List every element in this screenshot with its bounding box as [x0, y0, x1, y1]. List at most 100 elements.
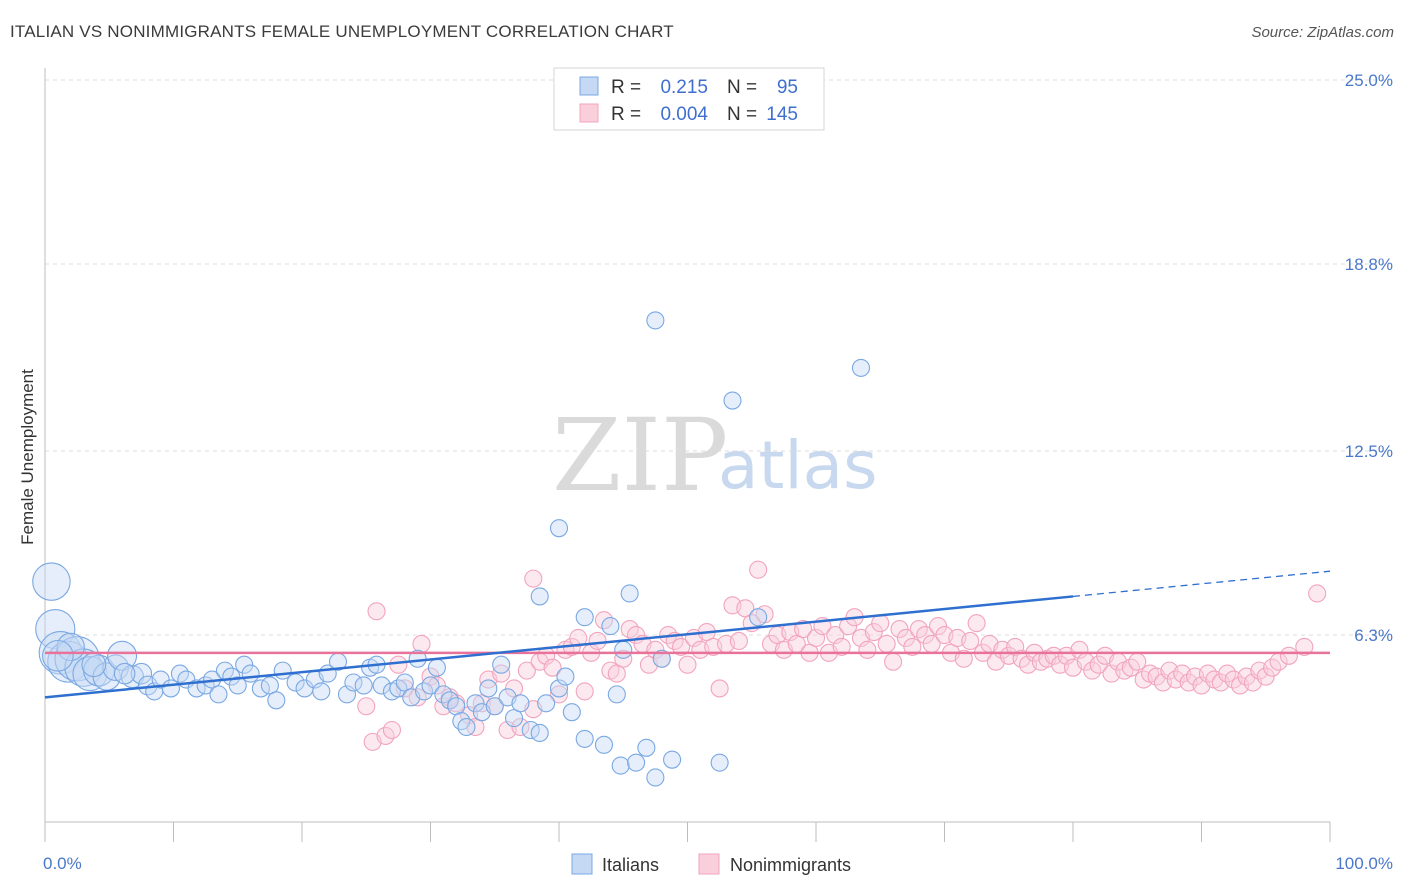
- nonimmigrants-points: [357, 560, 1327, 751]
- legend-nonimmigrants-swatch: [579, 103, 599, 123]
- y-tick-label: 12.5%: [1345, 442, 1393, 461]
- nonimmigrants-point: [646, 640, 665, 659]
- nonimmigrants-point: [517, 661, 536, 680]
- italians-point: [107, 640, 138, 671]
- bottom-legend-italians-swatch: [571, 853, 593, 875]
- italians-point: [575, 608, 594, 627]
- legend-nonimmigrants-n-value: 145: [766, 104, 798, 125]
- nonimmigrants-point: [1070, 640, 1089, 659]
- italians-point: [485, 697, 504, 716]
- correlation-legend: R = 0.215 N = 95 R = 0.004 N = 145: [553, 67, 825, 131]
- nonimmigrants-point: [832, 637, 851, 656]
- bottom-legend-italians-label: Italians: [602, 855, 659, 875]
- nonimmigrants-point: [543, 658, 562, 677]
- legend-box: [553, 67, 825, 131]
- nonimmigrants-point: [1089, 655, 1108, 674]
- nonimmigrants-point: [871, 614, 890, 633]
- italians-point: [113, 662, 136, 685]
- italians-point: [530, 587, 549, 606]
- italians-point: [479, 679, 498, 698]
- nonimmigrants-point: [806, 628, 826, 648]
- nonimmigrants-point: [961, 631, 980, 651]
- y-axis-title: Female Unemployment: [18, 369, 37, 545]
- nonimmigrants-point: [877, 634, 896, 653]
- italians-point: [267, 691, 286, 710]
- legend-nonimmigrants-r-label: R =: [611, 104, 641, 125]
- bottom-legend-nonimmigrants-label: Nonimmigrants: [730, 855, 851, 875]
- italians-trend-line: [44, 595, 1074, 699]
- x-tick-label: 100.0%: [1335, 854, 1393, 873]
- italians-point: [594, 735, 614, 754]
- nonimmigrants-point: [357, 697, 376, 716]
- nonimmigrants-point: [967, 614, 986, 633]
- legend-italians-n-value: 95: [777, 77, 798, 98]
- italians-point: [337, 685, 357, 704]
- italians-point: [601, 617, 620, 636]
- series-legend: Italians Nonimmigrants: [571, 853, 851, 875]
- nonimmigrants-point: [569, 628, 588, 648]
- italians-point: [637, 738, 656, 757]
- nonimmigrants-point: [916, 625, 935, 645]
- nonimmigrants-point: [710, 679, 729, 698]
- nonimmigrants-point: [929, 617, 948, 636]
- nonimmigrants-point: [794, 620, 813, 639]
- italians-point: [452, 712, 471, 731]
- italians-point: [427, 658, 446, 677]
- nonimmigrants-point: [678, 655, 697, 674]
- italians-point: [466, 694, 485, 713]
- italians-point: [41, 639, 74, 672]
- nonimmigrants-point: [367, 602, 386, 621]
- nonimmigrants-point: [903, 637, 922, 656]
- trend-lines: [44, 570, 1331, 699]
- italians-point: [562, 703, 581, 722]
- nonimmigrants-point: [1308, 584, 1327, 603]
- italians-point: [130, 662, 153, 685]
- italians-point: [646, 768, 665, 787]
- nonimmigrants-point: [954, 649, 973, 668]
- bottom-legend-nonimmigrants-swatch: [698, 853, 720, 875]
- chart-title: ITALIAN VS NONIMMIGRANTS FEMALE UNEMPLOY…: [10, 22, 674, 41]
- italians-point: [723, 391, 742, 410]
- italians-point: [851, 358, 871, 377]
- italians-point: [222, 667, 241, 686]
- y-tick-label: 6.3%: [1354, 626, 1393, 645]
- nonimmigrants-point: [890, 620, 909, 639]
- nonimmigrants-point: [1044, 646, 1063, 665]
- nonimmigrants-point: [389, 655, 408, 674]
- italians-point: [607, 685, 626, 704]
- nonimmigrants-point: [1279, 646, 1298, 665]
- italians-point: [209, 685, 228, 704]
- italians-point: [228, 676, 247, 695]
- italians-point: [344, 673, 363, 692]
- legend-italians-r-value: 0.215: [660, 77, 708, 98]
- italians-trend-extension: [1072, 570, 1331, 598]
- italians-point: [556, 667, 575, 686]
- nonimmigrants-point: [896, 628, 916, 648]
- italians-point: [549, 519, 569, 538]
- nonimmigrants-point: [1256, 667, 1275, 686]
- italians-point: [81, 652, 107, 678]
- y-tick-label: 18.8%: [1345, 255, 1393, 274]
- italians-point: [421, 676, 440, 695]
- legend-italians-swatch: [579, 76, 599, 96]
- nonimmigrants-point: [826, 625, 845, 645]
- watermark-atlas: atlas: [718, 427, 878, 504]
- italians-point: [663, 750, 682, 769]
- nonimmigrants-point: [524, 569, 543, 588]
- italians-point: [161, 679, 180, 698]
- nonimmigrants-point: [729, 631, 748, 651]
- y-tick-label: 25.0%: [1345, 71, 1393, 90]
- nonimmigrants-point: [749, 560, 768, 579]
- italians-point: [312, 682, 331, 701]
- italians-points: [32, 311, 871, 787]
- italians-point: [620, 584, 639, 603]
- nonimmigrants-point: [864, 622, 883, 642]
- legend-nonimmigrants-r-value: 0.004: [660, 104, 708, 125]
- nonimmigrants-point: [858, 640, 877, 659]
- nonimmigrants-point: [382, 720, 402, 740]
- italians-point: [235, 655, 254, 674]
- legend-italians-n-label: N =: [727, 77, 757, 98]
- italians-point: [241, 664, 260, 683]
- nonimmigrants-point: [511, 717, 530, 737]
